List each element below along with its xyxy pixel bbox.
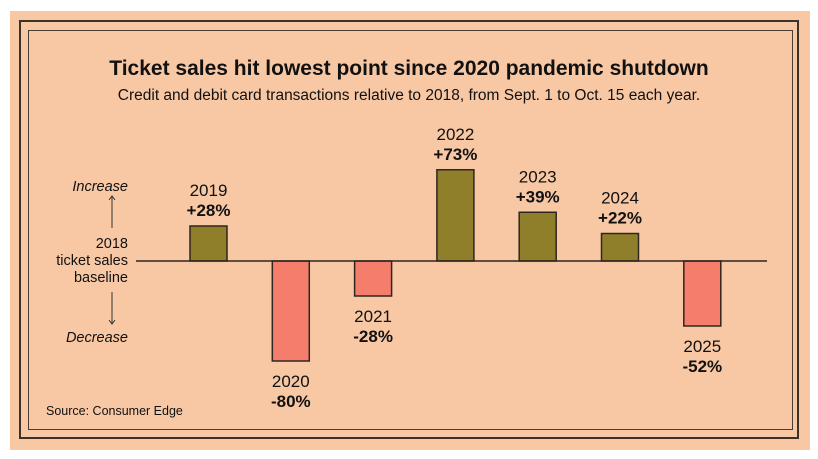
year-label-2025: 2025 <box>683 337 721 356</box>
increase-label: Increase <box>72 179 128 195</box>
baseline-label-line: 2018 <box>96 236 128 252</box>
year-label-2020: 2020 <box>272 372 310 391</box>
year-label-2021: 2021 <box>354 307 392 326</box>
bar-2020 <box>271 260 311 362</box>
value-label-2019: +28% <box>187 201 231 220</box>
up-arrow-icon <box>108 195 116 228</box>
bar-2023 <box>518 211 557 262</box>
baseline-label-line: baseline <box>74 270 128 286</box>
value-label-2021: -28% <box>353 327 393 346</box>
decrease-label: Decrease <box>66 330 128 346</box>
value-label-2020: -80% <box>271 392 311 411</box>
year-label-2019: 2019 <box>190 181 228 200</box>
paper-background <box>10 11 810 450</box>
bar-2021 <box>353 260 393 297</box>
down-arrow-icon <box>108 292 116 325</box>
source-note: Source: Consumer Edge <box>46 404 183 418</box>
bar-2025 <box>683 260 722 327</box>
value-label-2025: -52% <box>682 357 722 376</box>
year-label-2022: 2022 <box>436 125 474 144</box>
chart-title: Ticket sales hit lowest point since 2020… <box>109 57 709 80</box>
bar-2022 <box>436 169 475 262</box>
bar-2019 <box>189 225 228 262</box>
outer-frame <box>19 20 799 439</box>
chart-subtitle: Credit and debit card transactions relat… <box>117 87 701 104</box>
year-label-2023: 2023 <box>519 167 557 186</box>
value-label-2022: +73% <box>433 145 477 164</box>
bar-2024 <box>600 232 640 262</box>
value-label-2024: +22% <box>598 209 642 228</box>
year-label-2024: 2024 <box>601 189 639 208</box>
baseline-label-line: ticket sales <box>56 253 128 269</box>
value-label-2023: +39% <box>516 187 560 206</box>
inner-frame <box>28 30 793 430</box>
